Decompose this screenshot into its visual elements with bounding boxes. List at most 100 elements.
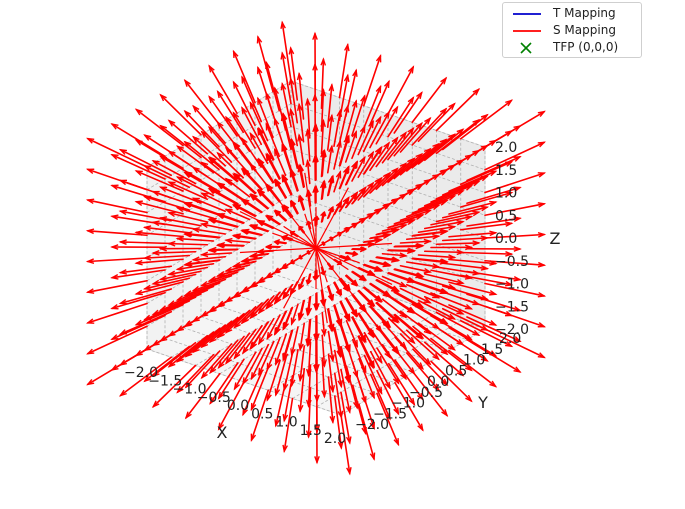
quiver-arrow — [387, 271, 416, 283]
quiver-arrowhead — [408, 397, 416, 406]
quiver-arrow — [283, 352, 294, 391]
quiver-arrowhead — [158, 186, 168, 193]
quiver-arrowhead — [250, 341, 258, 350]
quiver-arrowhead — [232, 80, 239, 89]
quiver-arrow — [387, 219, 416, 229]
quiver-arrowhead — [513, 125, 522, 132]
quiver-arrow — [351, 316, 367, 342]
quiver-arrowhead — [274, 419, 280, 428]
quiver-arrowhead — [416, 272, 425, 278]
quiver-arrowhead — [343, 165, 350, 174]
quiver-arrow — [327, 307, 334, 331]
quiver-arrowhead — [241, 316, 250, 324]
quiver-arrowhead — [314, 425, 320, 434]
quiver-arrowhead — [489, 320, 498, 326]
quiver-arrowhead — [456, 249, 465, 256]
quiver-arrow — [333, 326, 343, 357]
z-tick-label: −1.0 — [495, 277, 529, 293]
quiver-arrow — [423, 295, 464, 315]
quiver-arrowhead — [250, 433, 257, 442]
quiver-arrowhead — [464, 303, 474, 310]
quiver-arrow — [448, 258, 497, 265]
quiver-arrowhead — [257, 337, 265, 346]
quiver-arrowhead — [184, 380, 193, 389]
quiver-arrow — [192, 197, 227, 213]
quiver-arrow — [201, 131, 233, 163]
quiver-arrowhead — [233, 141, 241, 150]
quiver-arrow — [394, 244, 424, 248]
quiver-arrow — [232, 81, 256, 127]
quiver-arrowhead — [337, 441, 344, 450]
quiver-arrowhead — [416, 392, 424, 401]
z-tick-label: 1.5 — [495, 163, 517, 179]
quiver-arrow — [250, 343, 270, 380]
quiver-arrowhead — [280, 20, 286, 29]
quiver-arrowhead — [110, 334, 119, 340]
quiver-arrow — [258, 295, 275, 314]
quiver-arrowhead — [336, 288, 343, 296]
quiver-arrowhead — [209, 366, 217, 375]
quiver-arrowhead — [537, 110, 546, 118]
quiver-arrowhead — [464, 185, 474, 191]
quiver-arrowhead — [313, 184, 319, 193]
quiver-arrowhead — [432, 233, 441, 240]
quiver-arrowhead — [200, 371, 208, 380]
quiver-arrowhead — [335, 170, 342, 179]
quiver-arrowhead — [513, 246, 522, 252]
quiver-arrowhead — [290, 137, 296, 147]
quiver-arrow — [484, 141, 545, 171]
quiver-arrowhead — [151, 370, 160, 378]
quiver-arrowhead — [351, 279, 359, 286]
quiver-arrow — [119, 241, 173, 245]
quiver-arrowhead — [440, 348, 449, 356]
quiver-arrowhead — [336, 108, 343, 118]
quiver-arrowhead — [399, 281, 408, 288]
quiver-arrowhead — [368, 360, 375, 369]
quiver-arrowhead — [299, 225, 304, 231]
quiver-arrowhead — [151, 190, 160, 197]
quiver-arrow — [394, 313, 424, 339]
quiver-arrow — [152, 341, 197, 377]
quiver-arrowhead — [118, 148, 128, 155]
quiver-arrowhead — [465, 394, 473, 403]
quiver-arrowhead — [489, 200, 498, 207]
quiver-arrow — [184, 79, 220, 125]
quiver-arrow — [459, 99, 513, 140]
quiver-arrow — [119, 310, 173, 335]
quiver-arrow — [466, 156, 521, 182]
quiver-arrow — [144, 254, 191, 259]
y-tick-label: 1.5 — [481, 342, 503, 358]
quiver-arrow — [399, 148, 431, 176]
quiver-arrow — [283, 329, 294, 360]
quiver-arrow — [315, 242, 393, 249]
quiver-arrow — [218, 381, 245, 430]
quiver-arrowhead — [217, 361, 225, 370]
quiver-arrow — [266, 314, 281, 340]
quiver-arrow — [275, 179, 288, 199]
quiver-arrow — [394, 290, 424, 308]
quiver-arrowhead — [346, 467, 352, 476]
quiver-arrow — [351, 95, 366, 137]
quiver-arrowhead — [408, 157, 416, 165]
quiver-arrow — [290, 303, 299, 325]
quiver-arrowhead — [199, 222, 209, 229]
y-tick-label: 2.0 — [499, 331, 521, 347]
quiver-arrow — [393, 122, 423, 157]
quiver-arrowhead — [367, 150, 375, 159]
quiver-arrow — [381, 343, 407, 380]
quiver-arrowhead — [343, 73, 350, 82]
quiver-arrowhead — [456, 338, 465, 346]
quiver-arrowhead — [407, 126, 415, 135]
quiver-arrowhead — [328, 144, 334, 153]
quiver-arrow — [363, 354, 383, 394]
quiver-arrowhead — [282, 383, 289, 392]
quiver-arrow — [412, 280, 448, 294]
quiver-arrowhead — [359, 155, 366, 164]
quiver-arrowhead — [384, 381, 391, 390]
x-tick-label: 2.0 — [324, 431, 346, 447]
quiver-arrowhead — [384, 350, 392, 360]
quiver-arrow — [387, 97, 415, 138]
quiver-arrow — [275, 310, 288, 335]
quiver-arrowhead — [321, 328, 327, 338]
quiver-arrow — [448, 304, 497, 326]
